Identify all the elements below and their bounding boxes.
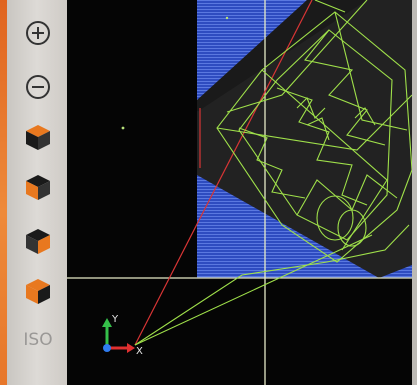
zoom-out-button[interactable] <box>23 72 53 102</box>
view-front-button[interactable] <box>23 172 53 202</box>
marker-dot <box>225 16 229 20</box>
window-edge <box>412 0 417 385</box>
cube-view-icon <box>26 279 50 304</box>
rapid-move <box>134 0 313 346</box>
axis-triad: Y X <box>102 314 143 357</box>
iso-label: ISO <box>23 330 53 350</box>
marker-dot <box>121 126 125 130</box>
cube-view-icon <box>26 175 50 200</box>
cube-view-icon <box>26 229 50 254</box>
stock-edge <box>197 0 367 112</box>
cube-view-icon <box>26 125 50 150</box>
zoom-out-icon <box>26 75 50 99</box>
3d-viewport[interactable]: Y X <box>67 0 412 385</box>
zoom-in-button[interactable] <box>23 18 53 48</box>
axis-x-label: X <box>136 346 143 357</box>
axis-y-label: Y <box>111 314 119 325</box>
accent-strip <box>0 0 7 385</box>
view-right-button[interactable] <box>23 226 53 256</box>
toolpath <box>134 0 412 346</box>
iso-view-button[interactable]: ISO <box>17 326 59 354</box>
view-toolbar: ISO <box>7 0 67 385</box>
view-bottom-button[interactable] <box>23 276 53 306</box>
view-top-button[interactable] <box>23 122 53 152</box>
toolpath-scene: Y X <box>67 0 412 385</box>
zoom-in-icon <box>26 21 50 45</box>
